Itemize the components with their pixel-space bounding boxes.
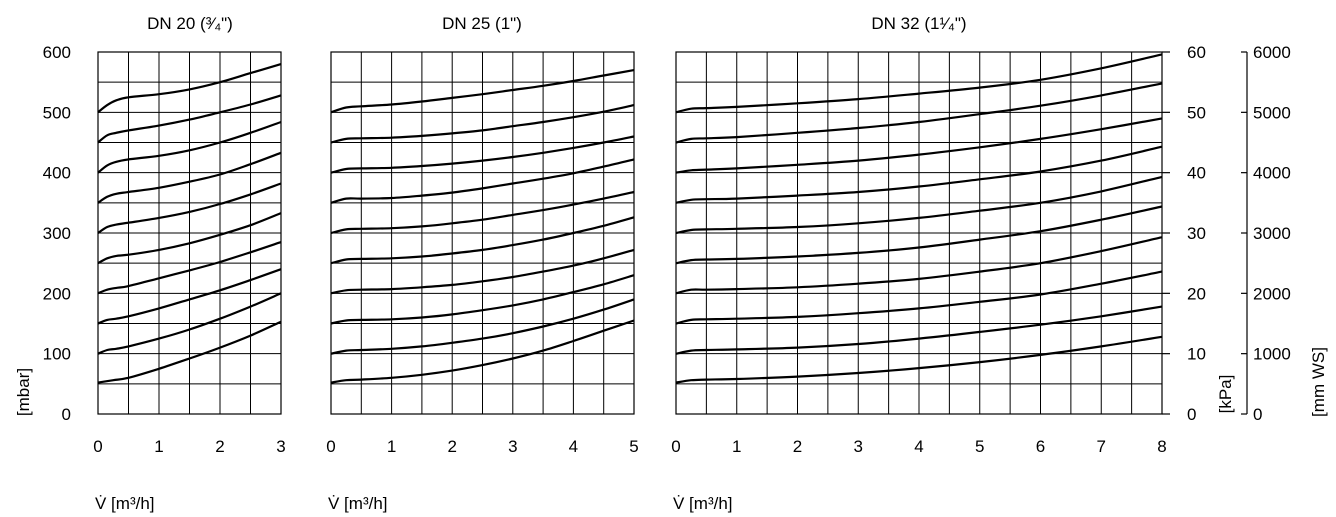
y-tick-label-mmws: 5000 — [1253, 103, 1291, 122]
panel-3-curve-10 — [675, 53, 1163, 114]
panel-3-curve-2 — [675, 305, 1163, 355]
panel-2-curve-9 — [330, 104, 635, 144]
y-tick-label-mbar: 300 — [43, 224, 71, 243]
y-tick-label-kpa: 0 — [1187, 405, 1196, 424]
panel-2-curve-7 — [330, 158, 635, 204]
panel-2-title: DN 25 (1") — [442, 14, 522, 33]
panel-1-curve-5 — [97, 212, 282, 265]
panel-1-curve-3 — [97, 268, 282, 325]
panel-1-x-tick-label: 1 — [154, 437, 163, 456]
panel-3-curve-8 — [675, 117, 1163, 174]
panel-2-x-tick-label: 2 — [447, 437, 456, 456]
panel-2-x-tick-label: 3 — [508, 437, 517, 456]
y-tick-label-kpa: 10 — [1187, 345, 1206, 364]
panel-1-curve-8 — [97, 120, 282, 174]
panel-1-curve-6 — [97, 182, 282, 234]
y-tick-label-mbar: 100 — [43, 345, 71, 364]
panel-1-x-axis-label: V̇ [m³/h] — [95, 494, 155, 513]
panel-3-x-tick-label: 5 — [975, 437, 984, 456]
panel-1-curve-10 — [97, 63, 282, 114]
panel-1-curve-9 — [97, 94, 282, 144]
y-axis-label-mbar: [mbar] — [14, 368, 33, 416]
y-tick-label-mmws: 2000 — [1253, 284, 1291, 303]
panel-1-x-tick-label: 2 — [215, 437, 224, 456]
panel-2-curve-4 — [330, 248, 635, 295]
y-tick-label-mmws: 0 — [1253, 405, 1262, 424]
panel-3-curve-7 — [675, 145, 1163, 204]
curve-layer — [97, 53, 1163, 384]
panel-3-x-tick-label: 6 — [1036, 437, 1045, 456]
panel-3-x-axis-label: V̇ [m³/h] — [673, 494, 733, 513]
panel-2-curve-5 — [330, 216, 635, 265]
panel-1-x-tick-label: 0 — [93, 437, 102, 456]
panel-1-curve-2 — [97, 292, 282, 355]
panel-3-x-tick-label: 3 — [854, 437, 863, 456]
panel-3-x-tick-label: 1 — [732, 437, 741, 456]
panel-3-x-tick-label: 8 — [1157, 437, 1166, 456]
panel-2-x-tick-label: 4 — [569, 437, 578, 456]
panel-1-x-tick-label: 3 — [276, 437, 285, 456]
panel-3-x-tick-label: 4 — [914, 437, 923, 456]
panel-2-x-tick-label: 5 — [629, 437, 638, 456]
panel-1-curve-4 — [97, 241, 282, 295]
panel-3-x-tick-label: 2 — [793, 437, 802, 456]
y-tick-label-kpa: 20 — [1187, 284, 1206, 303]
panel-2-x-tick-label: 1 — [387, 437, 396, 456]
y-axis-label-mmws: [mm WS] — [1309, 347, 1328, 417]
y-tick-label-mbar: 600 — [43, 43, 71, 62]
y-tick-label-kpa: 30 — [1187, 224, 1206, 243]
panel-2-curve-3 — [330, 274, 635, 325]
y-tick-label-mmws: 4000 — [1253, 164, 1291, 183]
y-tick-label-kpa: 40 — [1187, 164, 1206, 183]
panel-2-curve-10 — [330, 69, 635, 114]
y-axis-label-kpa: [kPa] — [1216, 375, 1235, 414]
panel-3-curve-5 — [675, 205, 1163, 265]
panel-3-curve-1 — [675, 335, 1163, 384]
panel-2-x-tick-label: 0 — [326, 437, 335, 456]
panel-2-curve-6 — [330, 190, 635, 235]
panel-3-curve-3 — [675, 270, 1163, 325]
panel-2-x-axis-label: V̇ [m³/h] — [328, 494, 388, 513]
panel-1-curve-1 — [97, 320, 282, 384]
panel-3-curve-6 — [675, 175, 1163, 235]
panel-3-x-tick-label: 0 — [671, 437, 680, 456]
y-tick-label-mbar: 0 — [62, 405, 71, 424]
panel-3-curve-4 — [675, 236, 1163, 295]
panel-3-title: DN 32 (1¹⁄₄") — [871, 14, 966, 33]
y-tick-label-mmws: 3000 — [1253, 224, 1291, 243]
y-tick-label-mmws: 6000 — [1253, 43, 1291, 62]
panel-1-curve-7 — [97, 151, 282, 204]
panel-1-title: DN 20 (³⁄₄") — [147, 14, 233, 33]
y-tick-label-mbar: 400 — [43, 164, 71, 183]
y-tick-label-mmws: 1000 — [1253, 345, 1291, 364]
y-tick-label-mbar: 200 — [43, 284, 71, 303]
panel-2-curve-8 — [330, 135, 635, 174]
y-tick-label-kpa: 50 — [1187, 103, 1206, 122]
panel-2-curve-2 — [330, 298, 635, 355]
panel-3-curve-9 — [675, 82, 1163, 144]
panel-2-curve-1 — [330, 319, 635, 384]
y-tick-label-mbar: 500 — [43, 103, 71, 122]
panel-3-x-tick-label: 7 — [1097, 437, 1106, 456]
y-tick-label-kpa: 60 — [1187, 43, 1206, 62]
